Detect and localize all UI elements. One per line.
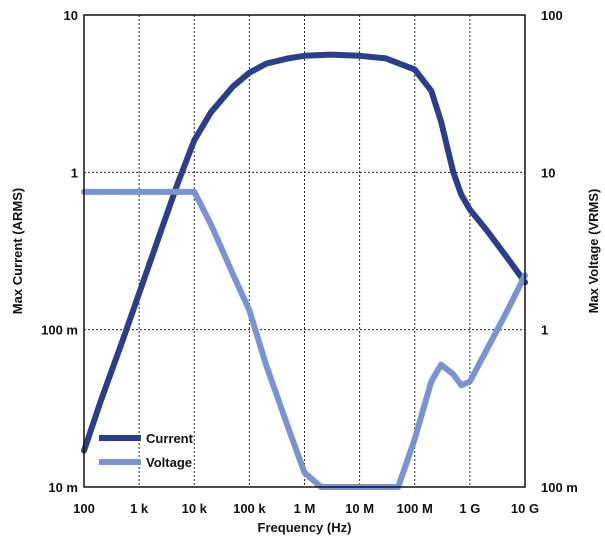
x-tick-label: 1 G [459,501,480,516]
x-tick-label: 100 M [397,501,433,516]
right-y-tick-label: 1 [541,323,548,338]
legend-label-voltage: Voltage [146,455,192,470]
x-tick-label: 1 M [294,501,316,516]
legend-label-current: Current [146,431,194,446]
right-y-axis-title: Max Voltage (VRMS) [586,189,601,314]
x-tick-label: 10 M [345,501,374,516]
tick-layer: 100 1 k 10 k 100 k 1 M 10 M 100 M 1 G 10 G 10 1 100… [41,8,578,516]
series-line-current [81,51,528,454]
x-tick-label: 10 k [182,501,208,516]
right-y-tick-label: 100 [541,8,563,23]
grid-layer [84,15,525,487]
legend: Current Voltage [99,431,194,470]
left-y-tick-label: 10 [64,8,78,23]
x-tick-label: 100 [73,501,95,516]
right-y-tick-label: 100 m [541,480,578,495]
right-y-tick-label: 10 [541,165,555,180]
left-y-axis-title: Max Current (ARMS) [10,188,25,314]
x-tick-label: 1 k [130,501,149,516]
left-y-tick-label: 1 [71,165,78,180]
plot-frame [83,14,526,488]
x-tick-label: 10 G [511,501,539,516]
left-y-tick-label: 100 m [41,323,78,338]
left-y-tick-label: 10 m [48,480,78,495]
x-axis-title: Frequency (Hz) [258,520,352,535]
x-tick-label: 100 k [233,501,266,516]
